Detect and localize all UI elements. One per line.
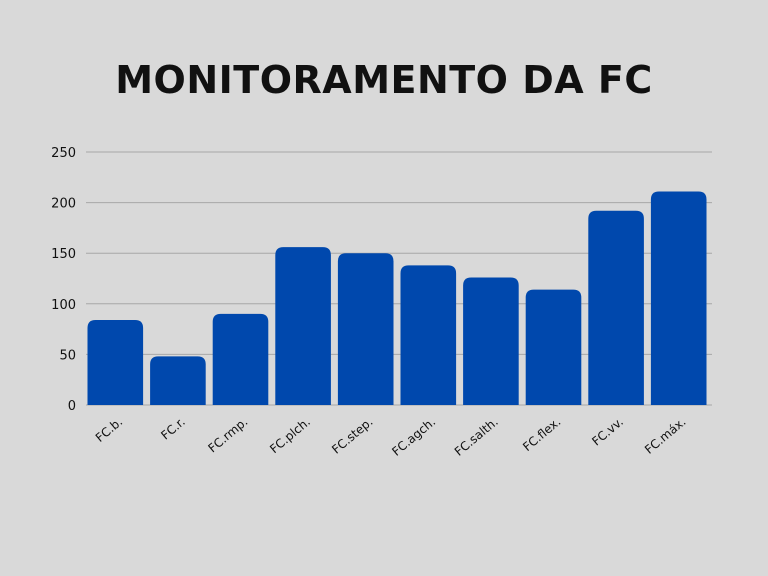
x-tick-label: FC.b. — [93, 415, 125, 445]
y-axis-ticks: 0 50 100 150 200 250 — [51, 146, 76, 414]
bar-7 — [525, 289, 582, 405]
y-tick-label: 150 — [51, 247, 76, 262]
bar-6 — [463, 277, 519, 405]
y-tick-label: 100 — [51, 298, 76, 313]
chart-title: MONITORAMENTO DA FC — [115, 58, 653, 102]
y-tick-label: 200 — [51, 197, 76, 212]
bar-2 — [212, 313, 269, 405]
x-tick-label: FC.vv. — [589, 415, 626, 449]
bar-5 — [400, 265, 457, 405]
bar-1 — [150, 356, 206, 405]
bars — [87, 191, 707, 405]
x-tick-label: FC.salth. — [452, 415, 501, 459]
y-tick-label: 0 — [68, 399, 76, 414]
bar-0 — [87, 319, 144, 405]
x-tick-label: FC.r. — [158, 415, 187, 443]
x-tick-label: FC.agch. — [389, 415, 438, 459]
bar-8 — [588, 210, 644, 405]
y-tick-label: 50 — [59, 348, 76, 363]
bar-4 — [337, 253, 394, 405]
x-tick-label: FC.rmp. — [205, 415, 250, 456]
x-tick-label: FC.plch. — [267, 415, 313, 457]
bar-9 — [650, 191, 707, 405]
x-tick-label: FC.máx. — [642, 415, 689, 457]
y-tick-label: 250 — [51, 146, 76, 161]
x-axis-ticks: FC.b. FC.r. FC.rmp. FC.plch. FC.step. FC.agch… — [93, 415, 689, 459]
x-tick-label: FC.step. — [329, 415, 375, 457]
x-tick-label: FC.flex. — [520, 415, 563, 454]
bar-3 — [275, 247, 331, 405]
